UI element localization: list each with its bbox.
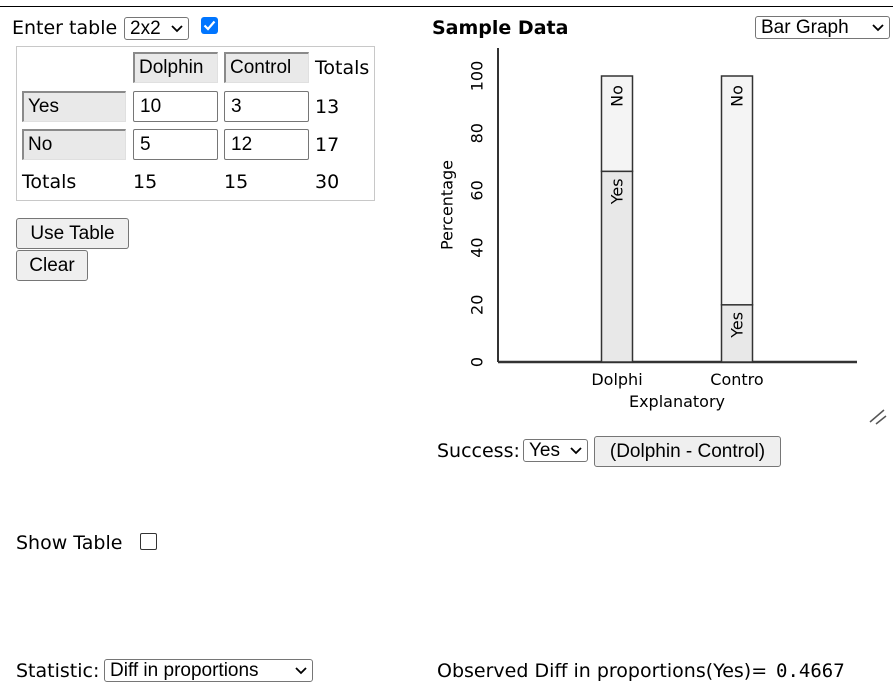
chevron-down-icon (171, 25, 183, 33)
statistic-value: Diff in proportions (110, 660, 259, 681)
bar-label-1-0: Yes (728, 312, 747, 339)
x-tick-label-1: Contro (710, 370, 763, 389)
clear-button[interactable]: Clear (16, 250, 88, 281)
y-axis-label: Percentage (438, 160, 457, 250)
col-total-control: 15 (224, 171, 249, 193)
grand-total: 30 (315, 171, 340, 193)
y-tick-label-1: 20 (468, 295, 487, 315)
success-select[interactable]: Yes (523, 439, 588, 462)
show-table-label: Show Table (16, 532, 123, 554)
chevron-down-icon (295, 667, 307, 675)
bar-1-1 (720, 75, 754, 306)
y-tick-label-0: 0 (468, 357, 487, 367)
success-value: Yes (529, 440, 560, 461)
graph-type-value: Bar Graph (761, 17, 849, 38)
bar-label-0-0: Yes (608, 178, 627, 205)
bar-0-1 (600, 75, 634, 173)
chevron-down-icon (570, 447, 582, 455)
col-total-dolphin: 15 (133, 171, 158, 193)
difference-order-button[interactable]: (Dolphin - Control) (594, 436, 781, 467)
row-total-yes: 13 (315, 96, 340, 118)
bar-label-1-1: No (728, 85, 747, 107)
y-tick-label-4: 80 (468, 123, 487, 143)
table-size-value: 2x2 (130, 18, 161, 39)
row-total-no: 17 (315, 134, 340, 156)
success-label: Success: (437, 440, 520, 462)
show-table-checkbox[interactable] (140, 533, 157, 550)
enter-table-checkbox[interactable] (201, 17, 218, 34)
totals-row-label: Totals (22, 171, 77, 193)
top-divider (0, 6, 893, 7)
cell-no-dolphin[interactable]: 5 (133, 129, 218, 160)
y-tick-label-5: 100 (468, 61, 487, 92)
row-header-no[interactable]: No (22, 129, 126, 160)
observed-statistic-value: 0.4667 (776, 660, 845, 682)
cell-yes-control[interactable]: 3 (224, 91, 309, 122)
table-size-select[interactable]: 2x2 (124, 17, 189, 40)
statistic-label: Statistic: (16, 660, 100, 682)
checkmark-icon (203, 20, 216, 31)
bar-label-0-1: No (608, 85, 627, 107)
enter-table-label: Enter table (12, 17, 118, 39)
cell-yes-dolphin[interactable]: 10 (133, 91, 218, 122)
resize-handle-icon[interactable] (869, 409, 887, 425)
bar-1-0 (720, 304, 754, 363)
contingency-table (16, 46, 375, 201)
x-tick-label-0: Dolphi (591, 370, 642, 389)
col-header-1[interactable]: Control (224, 52, 309, 83)
statistic-select[interactable]: Diff in proportions (104, 659, 313, 682)
col-header-0[interactable]: Dolphin (133, 52, 218, 83)
y-tick-label-3: 60 (468, 180, 487, 200)
cell-no-control[interactable]: 12 (224, 129, 309, 160)
observed-statistic-label: Observed Diff in proportions(Yes)= (437, 660, 768, 682)
x-axis-label: Explanatory (629, 392, 725, 411)
totals-header: Totals (315, 57, 370, 79)
row-header-yes[interactable]: Yes (22, 91, 126, 122)
chart-title: Sample Data (432, 17, 569, 39)
use-table-button[interactable]: Use Table (16, 218, 129, 249)
bar-chart: 0 20 40 60 80 100 Percentage Yes No Dolphi Yes No Co… (438, 48, 887, 425)
graph-type-select[interactable]: Bar Graph (755, 16, 890, 39)
chevron-down-icon (872, 24, 884, 32)
bar-0-0 (600, 170, 634, 363)
y-tick-label-2: 40 (468, 237, 487, 257)
